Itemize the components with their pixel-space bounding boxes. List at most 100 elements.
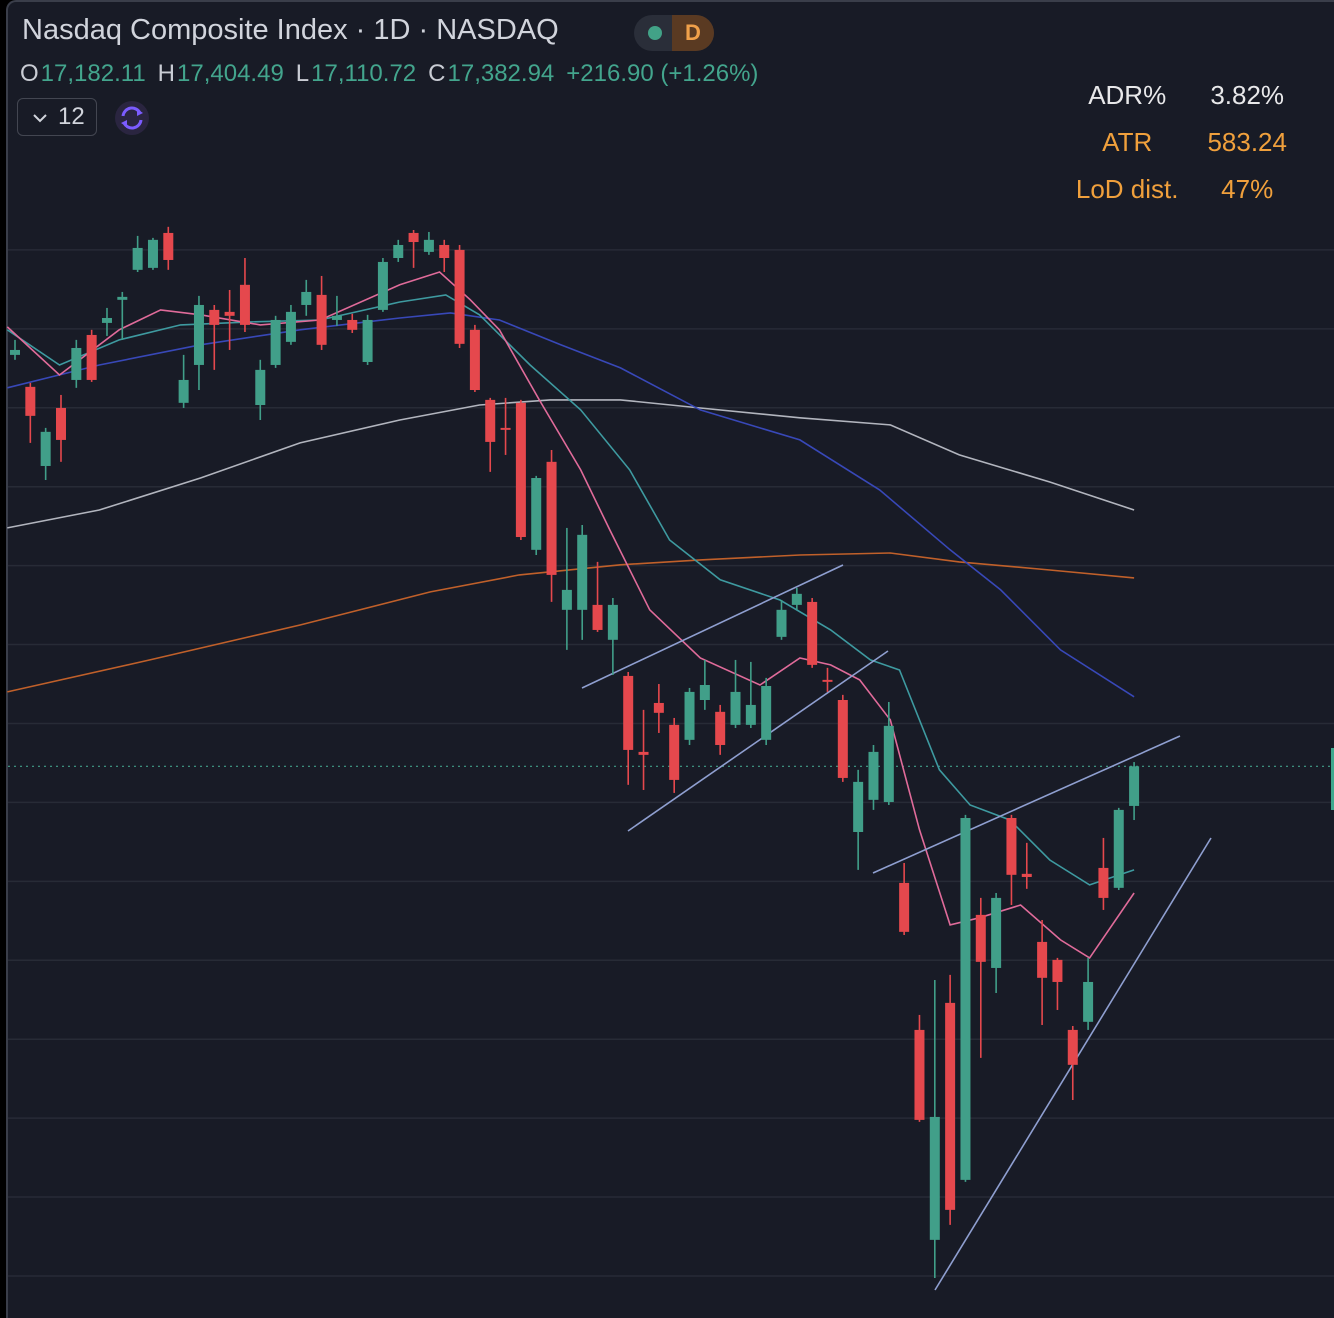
candle-body — [55, 407, 66, 440]
candle-body — [945, 1002, 956, 1210]
candle-body — [1129, 766, 1140, 806]
candle-body — [914, 1029, 925, 1120]
candle-body — [362, 319, 373, 362]
stat-value: 47% — [1221, 174, 1274, 204]
badge-letter: D — [672, 15, 714, 51]
candle-body — [101, 317, 112, 323]
candle-body — [1098, 867, 1109, 898]
candle-body — [776, 609, 787, 637]
sync-icon[interactable] — [114, 100, 150, 136]
candle-body — [423, 239, 434, 252]
candle-body — [561, 589, 572, 610]
ohlc-legend: O17,182.11 H17,404.49 L17,110.72 C17,382.94… — [20, 60, 758, 88]
stat-label: ATR — [1102, 127, 1153, 157]
trendline — [627, 650, 889, 832]
moving-average — [6, 294, 1135, 886]
status-dot — [648, 26, 662, 40]
candle-body — [1006, 817, 1017, 875]
candle-body — [761, 685, 772, 740]
candle-body — [163, 232, 174, 260]
trendlines — [581, 564, 1212, 1291]
candle-body — [991, 897, 1002, 968]
interval-badge[interactable]: D — [634, 15, 714, 51]
stat-row: ADR% 3.82% — [1060, 72, 1300, 119]
candle-body — [822, 679, 833, 682]
candle-body — [500, 427, 511, 430]
candle-body — [25, 386, 36, 416]
candle-body — [577, 534, 588, 610]
candle-body — [730, 691, 741, 725]
stat-label: ADR% — [1088, 80, 1167, 110]
candle-body — [1067, 1029, 1078, 1065]
candle-body — [684, 691, 695, 740]
candle-body — [807, 601, 818, 665]
candle-body — [255, 369, 266, 406]
ohlc-value: 17,110.72 — [311, 60, 417, 87]
candle-body — [132, 247, 143, 270]
ohlc-value: 17,382.94 — [447, 60, 555, 87]
chevron-icon — [33, 114, 47, 123]
candle-body — [1021, 873, 1032, 877]
candle-body — [623, 675, 634, 750]
moving-average — [7, 312, 1135, 698]
candle-body — [147, 239, 158, 268]
candle-body — [960, 817, 971, 1180]
candle-body — [393, 244, 404, 259]
price-axis-marker — [1331, 748, 1334, 810]
candle-body — [331, 315, 342, 320]
candle-body — [699, 685, 710, 700]
candle-body — [209, 309, 220, 325]
candle-body — [285, 311, 296, 342]
candle-body — [515, 402, 526, 538]
candle-body — [439, 244, 450, 259]
candle-body — [1083, 981, 1094, 1022]
candle-body — [270, 319, 281, 365]
ohlc-key: H — [157, 60, 176, 87]
moving-average — [7, 552, 1135, 693]
moving-average — [7, 399, 1135, 529]
candle-body — [469, 329, 480, 391]
candle-body — [607, 604, 618, 640]
candle-body — [883, 725, 894, 803]
candle-body — [715, 711, 726, 745]
candle-body — [929, 1116, 940, 1240]
stat-row: LoD dist. 47% — [1060, 166, 1300, 213]
candle-body — [868, 751, 879, 800]
candle-body — [592, 604, 603, 630]
ohlc-value: 17,404.49 — [177, 60, 284, 87]
ohlc-value: 17,182.11 — [40, 60, 146, 87]
candle-body — [1052, 959, 1063, 982]
candle-body — [853, 781, 864, 833]
change: +216.90 (+1.26%) — [566, 60, 759, 87]
ohlc-key: C — [428, 60, 446, 87]
stats-table: ADR% 3.82% ATR 583.24 LoD dist. 47% — [1060, 72, 1300, 213]
candle-body — [10, 349, 20, 355]
candle-body — [837, 699, 848, 778]
trendline — [581, 564, 844, 689]
candle-body — [653, 702, 664, 713]
ohlc-key: O — [20, 60, 39, 87]
candle-body — [485, 399, 496, 442]
candle-body — [178, 379, 189, 403]
trendline — [872, 735, 1181, 874]
candle-body — [86, 334, 97, 380]
stat-value: 3.82% — [1210, 80, 1285, 110]
candle-body — [899, 882, 910, 932]
candle-body — [347, 319, 358, 330]
symbol-title[interactable]: Nasdaq Composite Index · 1D · NASDAQ — [22, 14, 559, 46]
candle-body — [454, 249, 465, 344]
candle-body — [1113, 809, 1124, 888]
candle-body — [745, 704, 756, 725]
chart-panel — [6, 0, 1334, 1318]
candle-body — [546, 461, 557, 575]
candle-body — [301, 291, 312, 305]
candle-body — [193, 304, 204, 365]
stat-label: LoD dist. — [1075, 174, 1179, 204]
indicator-toggle[interactable]: 12 — [17, 98, 97, 136]
candle-body — [239, 284, 250, 325]
candle-body — [791, 593, 802, 605]
candle-body — [40, 431, 51, 466]
candle-body — [669, 724, 680, 780]
candle-body — [71, 347, 82, 380]
